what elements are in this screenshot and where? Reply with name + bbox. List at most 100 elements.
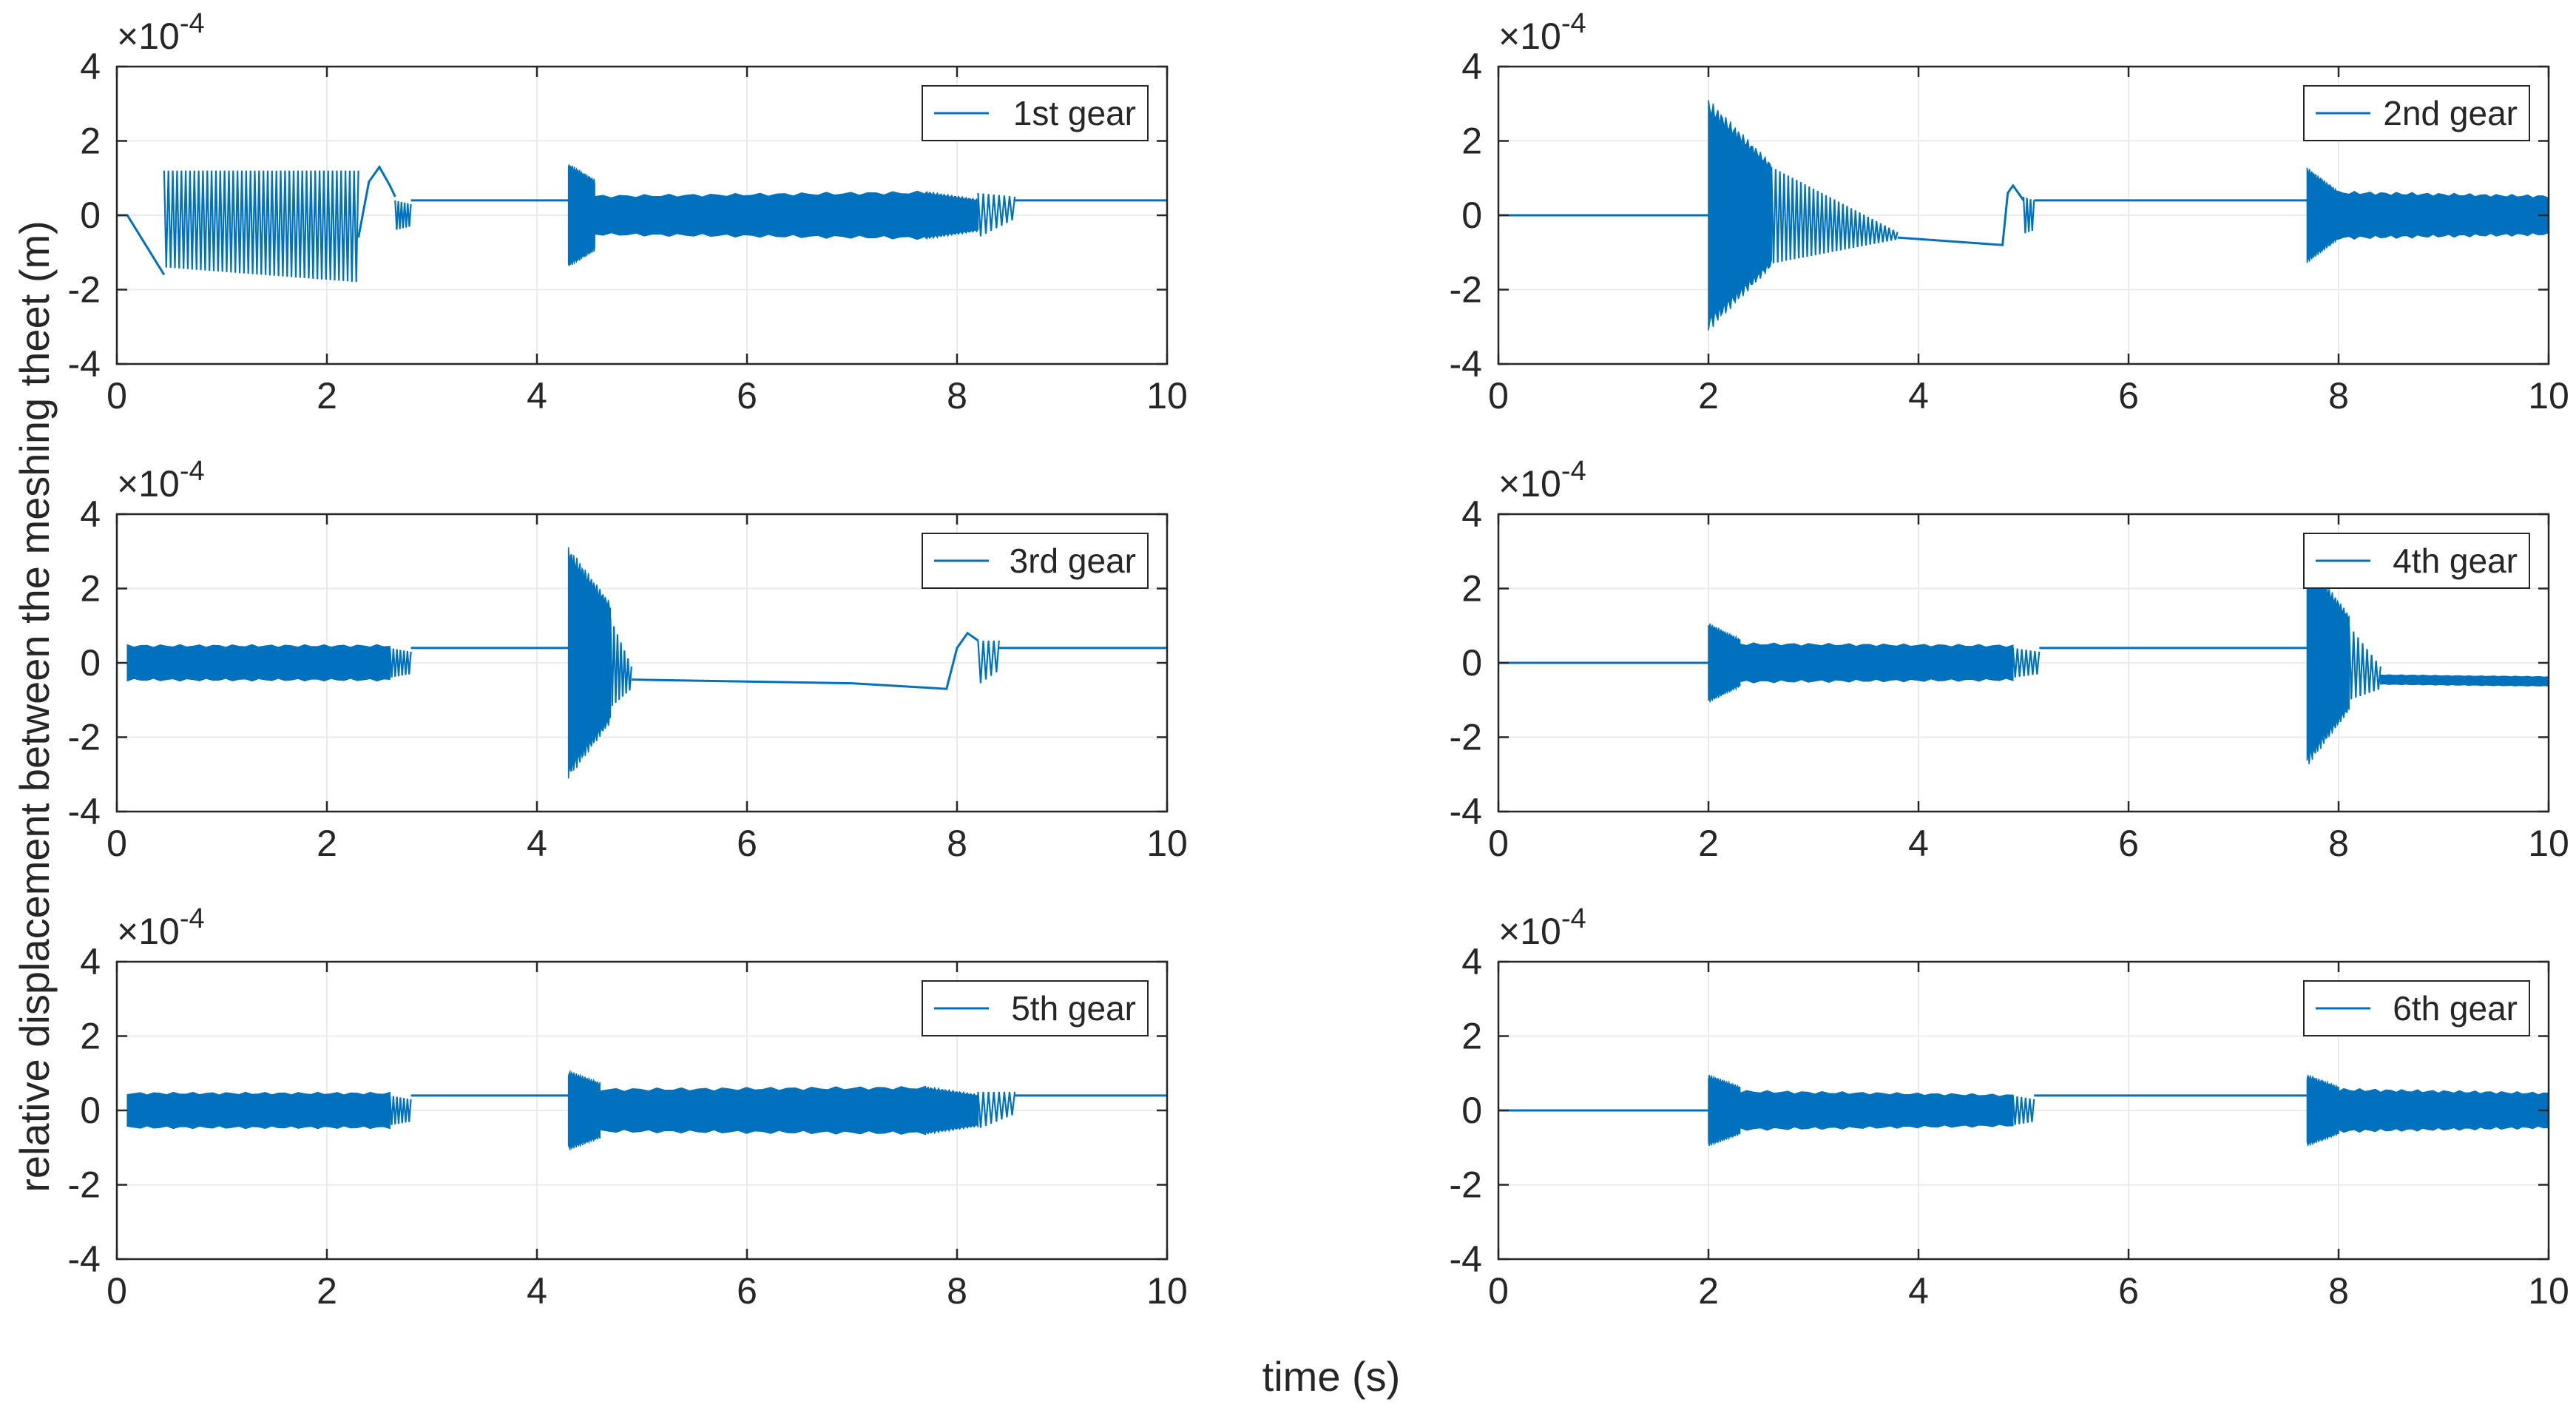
series-band: [2380, 674, 2549, 687]
x-tick-label: 2: [1698, 375, 1719, 417]
series-5: [126, 1069, 1167, 1152]
x-tick-label: 0: [107, 823, 127, 864]
y-tick-label: 4: [1461, 46, 1482, 87]
y-tick-label: 4: [1461, 941, 1482, 982]
y-tick-label: 2: [1461, 1016, 1482, 1057]
x-tick-label: 6: [737, 1270, 757, 1312]
legend: 3rd gear: [922, 533, 1149, 589]
y-tick-label: 0: [80, 1090, 101, 1131]
legend-label: 2nd gear: [2383, 94, 2518, 132]
y-tick-label: 4: [1461, 493, 1482, 535]
x-tick-label: 10: [1146, 823, 1188, 864]
series-band: [599, 1085, 927, 1136]
y-tick-label: 0: [80, 642, 101, 684]
x-tick-label: 8: [947, 375, 967, 417]
series-4: [1498, 561, 2549, 765]
x-tick-label: 4: [527, 1270, 547, 1312]
series-oscillation: [1771, 166, 1899, 263]
series-band: [567, 1069, 601, 1152]
series-band: [594, 190, 927, 240]
subplot-4: 0 2 4 6 8 10 -4 -2 0 2 4 ×10-4 4th gear: [1450, 456, 2569, 864]
y-exponent-label: ×10-4: [1498, 903, 1586, 952]
x-tick-label: 6: [737, 823, 757, 864]
series-band: [1739, 1090, 2014, 1131]
y-tick-label: 0: [80, 195, 101, 236]
x-tick-label: 0: [107, 375, 127, 417]
y-exponent-label: ×10-4: [117, 903, 205, 952]
y-exponent-label: ×10-4: [1498, 456, 1586, 505]
x-tick-label: 6: [2118, 1270, 2139, 1312]
x-tick-label: 8: [2328, 823, 2349, 864]
x-tick-label: 4: [1908, 375, 1929, 417]
x-tick-label: 6: [2118, 823, 2139, 864]
x-tick-label: 8: [947, 823, 967, 864]
x-tick-label: 0: [1488, 1270, 1509, 1312]
series-band: [1708, 100, 1772, 331]
y-tick-label: 0: [1461, 642, 1482, 684]
x-tick-label: 8: [2328, 1270, 2349, 1312]
y-tick-label: 2: [80, 1016, 101, 1057]
series-oscillation: [163, 170, 359, 283]
y-exponent-label: ×10-4: [117, 456, 205, 505]
subplot-3: 0 2 4 6 8 10 -4 -2 0 2 4 ×10-4 3rd gear: [68, 456, 1188, 864]
series-oscillation: [389, 1095, 412, 1125]
x-tick-label: 8: [2328, 375, 2349, 417]
legend-label: 3rd gear: [1010, 542, 1136, 580]
subplot-5: 0 2 4 6 8 10 -4 -2 0 2 4 ×10-4 5th gear: [68, 903, 1188, 1312]
series-band: [1708, 1074, 1741, 1147]
x-tick-label: 4: [1908, 823, 1929, 864]
y-tick-label: -2: [68, 717, 101, 758]
y-tick-label: -2: [68, 269, 101, 311]
series-oscillation: [977, 1091, 1016, 1128]
x-tick-label: 10: [1146, 1270, 1188, 1312]
series-band: [567, 547, 612, 779]
legend-label: 1st gear: [1013, 94, 1136, 132]
x-tick-label: 0: [107, 1270, 127, 1312]
x-tick-label: 0: [1488, 375, 1509, 417]
series-band: [2338, 1087, 2549, 1133]
y-tick-label: 2: [1461, 121, 1482, 162]
x-tick-label: 10: [1146, 375, 1188, 417]
series-band: [1739, 642, 2014, 684]
y-tick-label: -2: [1450, 717, 1482, 758]
legend: 5th gear: [922, 980, 1149, 1036]
legend: 6th gear: [2303, 980, 2530, 1036]
series-band: [567, 164, 595, 266]
legend-label: 5th gear: [1011, 989, 1136, 1028]
x-tick-label: 2: [317, 1270, 337, 1312]
y-tick-label: -4: [1450, 1238, 1482, 1280]
series-2: [1498, 100, 2549, 331]
y-tick-label: 2: [1461, 568, 1482, 610]
y-tick-label: 0: [1461, 1090, 1482, 1131]
subplot-grid: 0 2 4 6 8 10 -4 -2 0 2 4 ×10-4 1st gear 0 2 4 6 8 10 -4 -2 0 2…: [68, 8, 2569, 1312]
x-tick-label: 4: [527, 375, 547, 417]
series-oscillation: [609, 618, 632, 706]
x-tick-label: 8: [947, 1270, 967, 1312]
y-tick-label: 4: [80, 493, 101, 535]
legend: 4th gear: [2303, 533, 2530, 589]
x-tick-label: 0: [1488, 823, 1509, 864]
x-tick-label: 6: [737, 375, 757, 417]
x-tick-label: 2: [317, 375, 337, 417]
y-tick-label: -2: [1450, 269, 1482, 311]
series-oscillation: [2022, 196, 2035, 234]
series-band: [126, 644, 391, 682]
series-line: [357, 164, 396, 238]
y-tick-label: -4: [1450, 343, 1482, 385]
series-3: [126, 547, 1167, 779]
series-6: [1498, 1074, 2549, 1147]
series-band: [924, 1086, 979, 1135]
series-oscillation: [394, 200, 412, 230]
legend: 1st gear: [922, 85, 1149, 141]
y-tick-label: 0: [1461, 195, 1482, 236]
x-tick-label: 2: [1698, 1270, 1719, 1312]
y-tick-label: 4: [80, 941, 101, 982]
x-tick-label: 10: [2528, 375, 2569, 417]
y-tick-label: -4: [68, 791, 101, 832]
y-tick-label: 4: [80, 46, 101, 87]
series-line: [1897, 183, 2025, 246]
x-tick-label: 4: [527, 823, 547, 864]
series-band: [2338, 190, 2549, 240]
y-tick-label: 2: [80, 121, 101, 162]
